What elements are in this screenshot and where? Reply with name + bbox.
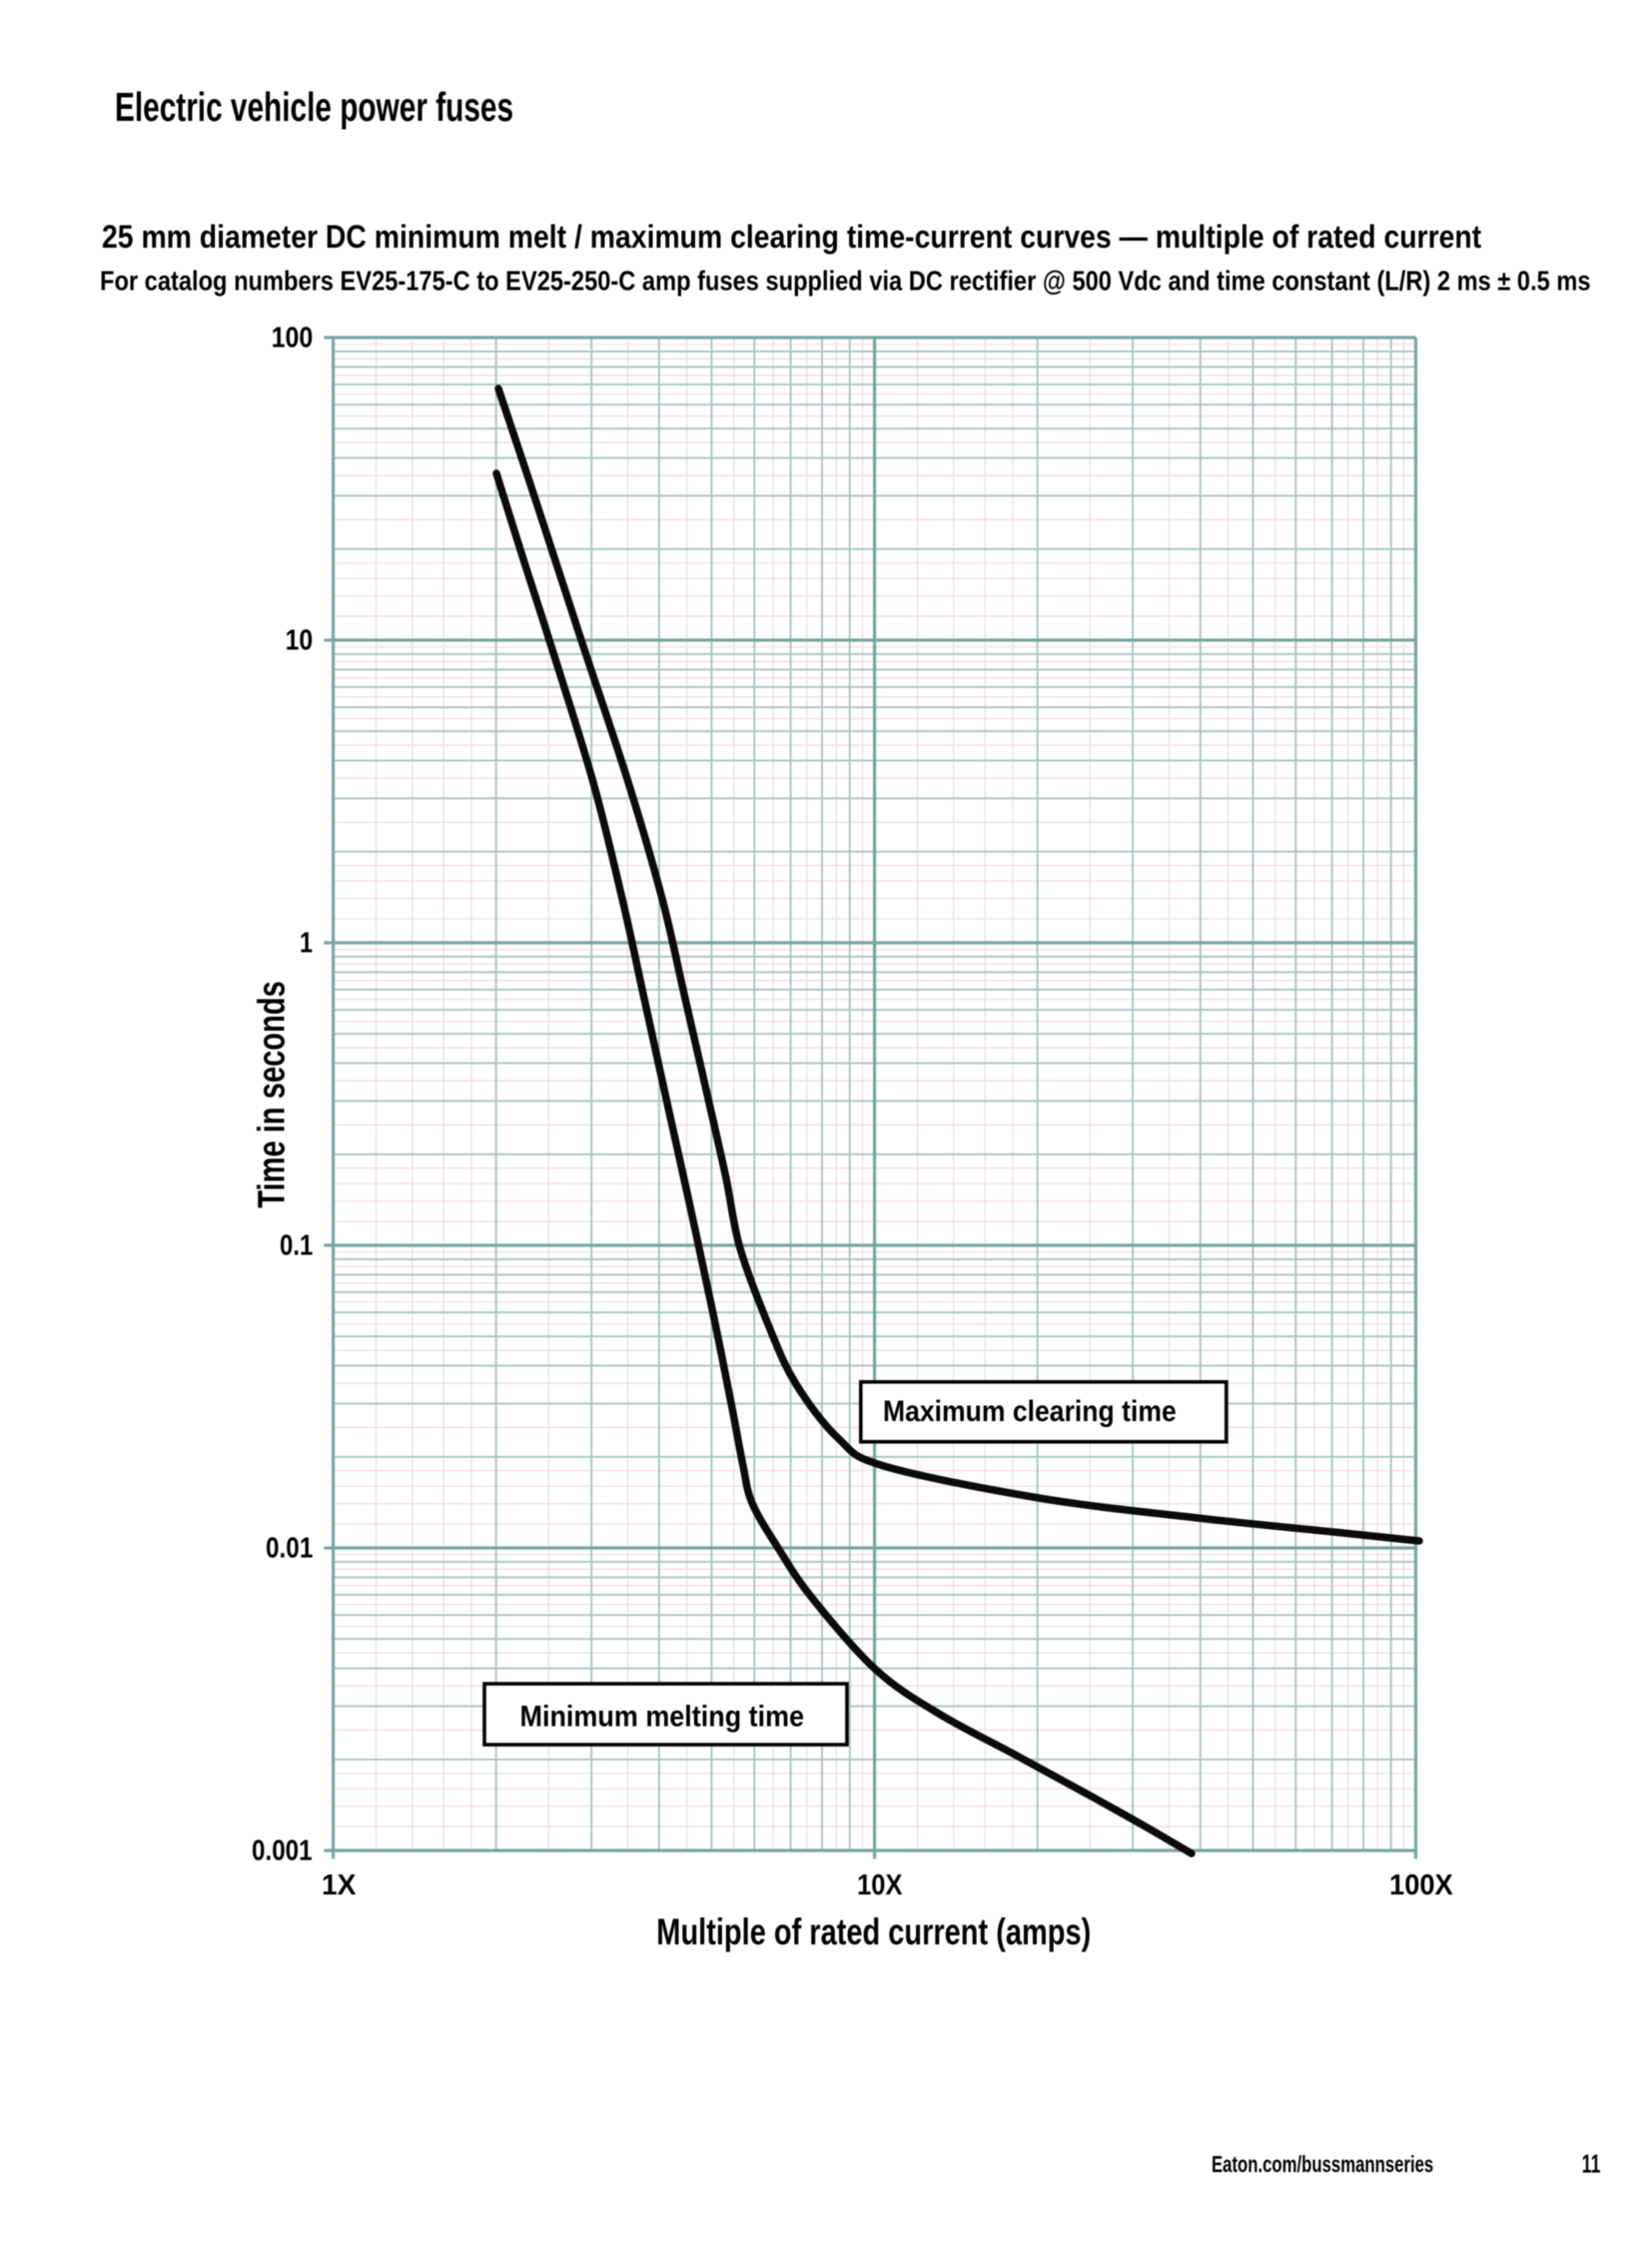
svg-text:Maximum clearing time: Maximum clearing time [883,1394,1177,1428]
svg-text:Minimum melting time: Minimum melting time [519,1700,804,1734]
svg-text:Time in seconds: Time in seconds [251,981,294,1207]
svg-text:Multiple of rated current (amp: Multiple of rated current (amps) [656,1912,1091,1953]
svg-text:100X: 100X [1389,1868,1453,1900]
svg-text:11: 11 [1582,2149,1601,2178]
svg-text:100: 100 [272,321,314,354]
svg-text:1X: 1X [322,1869,356,1901]
svg-text:Eaton.com/bussmannseries: Eaton.com/bussmannseries [1212,2152,1433,2177]
svg-text:For catalog numbers EV25-175-C: For catalog numbers EV25-175-C to EV25-2… [100,267,1591,297]
svg-text:0.001: 0.001 [252,1835,313,1868]
svg-text:25 mm diameter DC minimum melt: 25 mm diameter DC minimum melt / maximum… [102,220,1481,255]
svg-text:1: 1 [300,926,313,959]
svg-text:Electric vehicle power fuses: Electric vehicle power fuses [115,84,513,130]
svg-text:0.01: 0.01 [266,1532,313,1564]
svg-text:0.1: 0.1 [280,1229,313,1262]
svg-text:10: 10 [286,624,314,656]
svg-text:10X: 10X [857,1868,902,1901]
